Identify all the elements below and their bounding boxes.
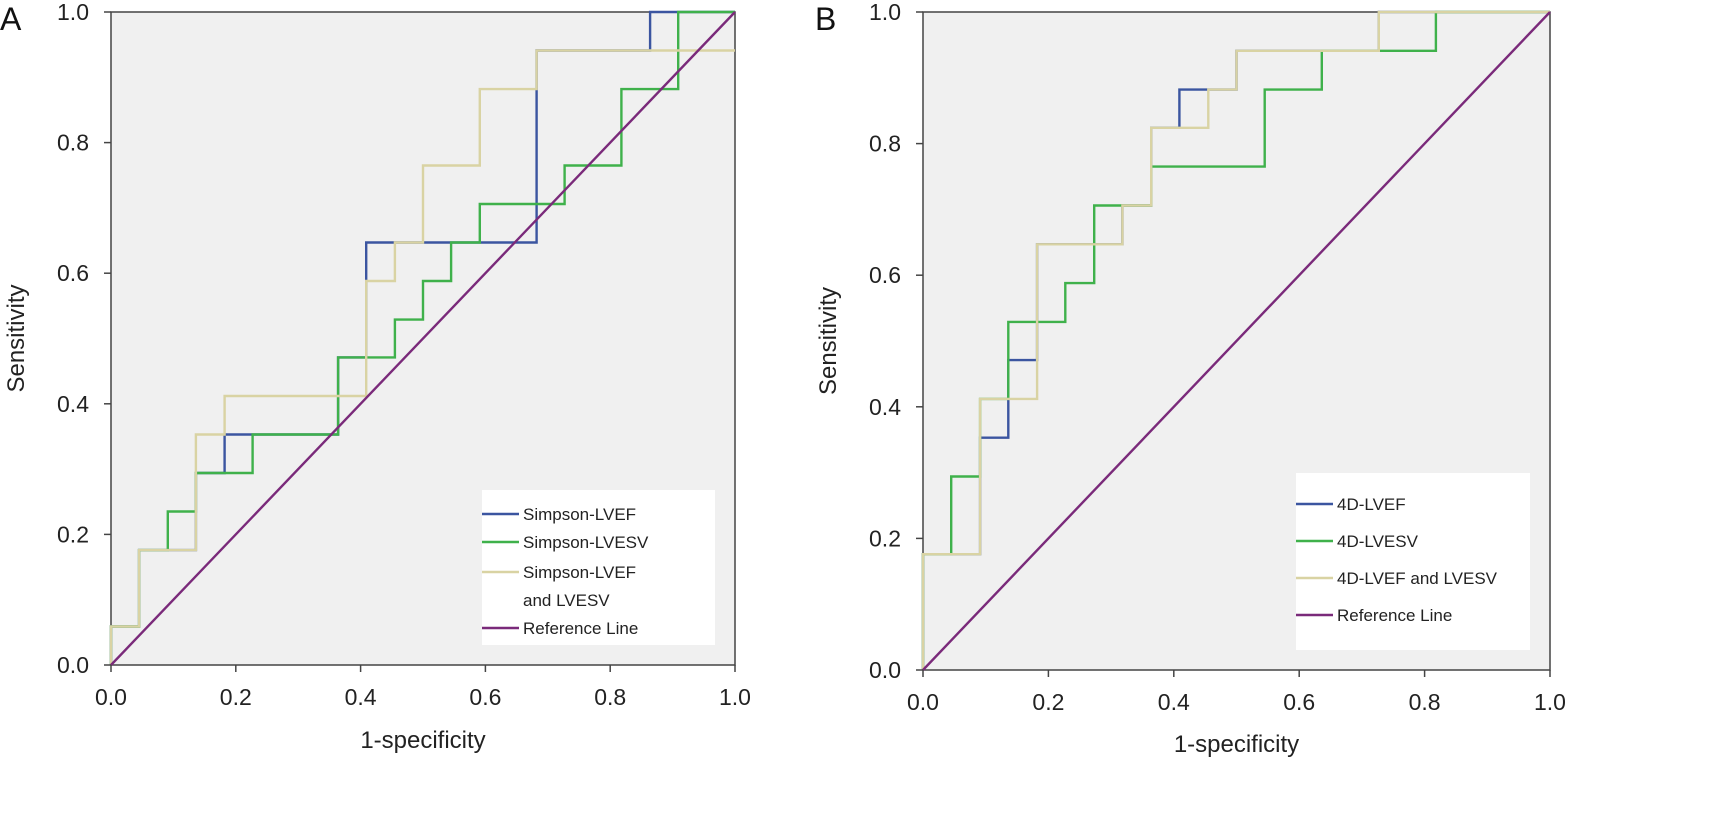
panel-b-y-tick-label: 0.4 — [869, 394, 901, 420]
panel-a-x-axis-label: 1-specificity — [360, 727, 485, 754]
panel-b-x-tick-label: 0.4 — [1158, 689, 1190, 715]
panel-a-y-axis-label: Sensitivity — [3, 284, 30, 392]
panel-a-x-tick-label: 0.8 — [594, 684, 626, 710]
panel-b-series-4d-lvesv — [921, 10, 1550, 670]
panel-a-y-tick-label: 0.2 — [57, 521, 89, 547]
panel-a-y-tick-label: 0.6 — [57, 260, 89, 286]
panel-a-series-reference-line — [110, 11, 736, 666]
panel-b-x-tick-label: 0.8 — [1409, 689, 1441, 715]
panel-a-y-tick-label: 0.8 — [57, 130, 89, 156]
panel-b-legend-label: 4D-LVESV — [1337, 532, 1419, 551]
panel-b-y-tick-label: 0.8 — [869, 131, 901, 157]
panel-a-y-tick-label: 1.0 — [57, 0, 89, 25]
panel-b-legend-label: 4D-LVEF and LVESV — [1337, 569, 1498, 588]
panel-b-y-tick-label: 0.2 — [869, 525, 901, 551]
panel-a-y-tick-label: 0.0 — [57, 652, 89, 678]
panel-b-x-tick-label: 0.0 — [907, 689, 939, 715]
panel-a-legend-label: Reference Line — [523, 619, 638, 638]
panel-b-y-tick-label: 0.6 — [869, 262, 901, 288]
panel-b-x-tick-label: 0.6 — [1283, 689, 1315, 715]
panel-b-series-reference-line — [922, 11, 1551, 671]
panel-a-legend-label: Simpson-LVEF — [523, 505, 636, 524]
panel-b-x-axis-label: 1-specificity — [1174, 731, 1299, 758]
panel-a-series-simpson-lvef-and-lvesv — [109, 49, 735, 665]
panel-b-y-tick-label: 1.0 — [869, 0, 901, 25]
panel-b-y-tick-label: 0.0 — [869, 657, 901, 683]
panel-b-legend-label: Reference Line — [1337, 606, 1452, 625]
panel-a-legend-box — [482, 490, 715, 645]
panel-a-legend-label: Simpson-LVESV — [523, 533, 649, 552]
panel-a-legend-label: and LVESV — [523, 591, 610, 610]
panel-b-legend-label: 4D-LVEF — [1337, 495, 1406, 514]
panel-b-series-4d-lvef-and-lvesv — [921, 10, 1550, 670]
panel-a-x-tick-label: 1.0 — [719, 684, 751, 710]
panel-a-x-tick-label: 0.6 — [469, 684, 501, 710]
panel-b-legend-box — [1296, 473, 1530, 650]
panel-a-legend-label: Simpson-LVEF — [523, 563, 636, 582]
panel-a-x-tick-label: 0.2 — [220, 684, 252, 710]
panel-a-label: A — [0, 1, 22, 37]
panel-b-x-tick-label: 0.2 — [1032, 689, 1064, 715]
panel-b-label: B — [815, 1, 836, 37]
panel-b-y-axis-label: Sensitivity — [815, 287, 842, 395]
panel-a-y-tick-label: 0.4 — [57, 391, 89, 417]
panel-a-x-tick-label: 0.4 — [345, 684, 377, 710]
panel-a-series-simpson-lvesv — [109, 10, 735, 665]
panel-b-x-tick-label: 1.0 — [1534, 689, 1566, 715]
panel-a-x-tick-label: 0.0 — [95, 684, 127, 710]
